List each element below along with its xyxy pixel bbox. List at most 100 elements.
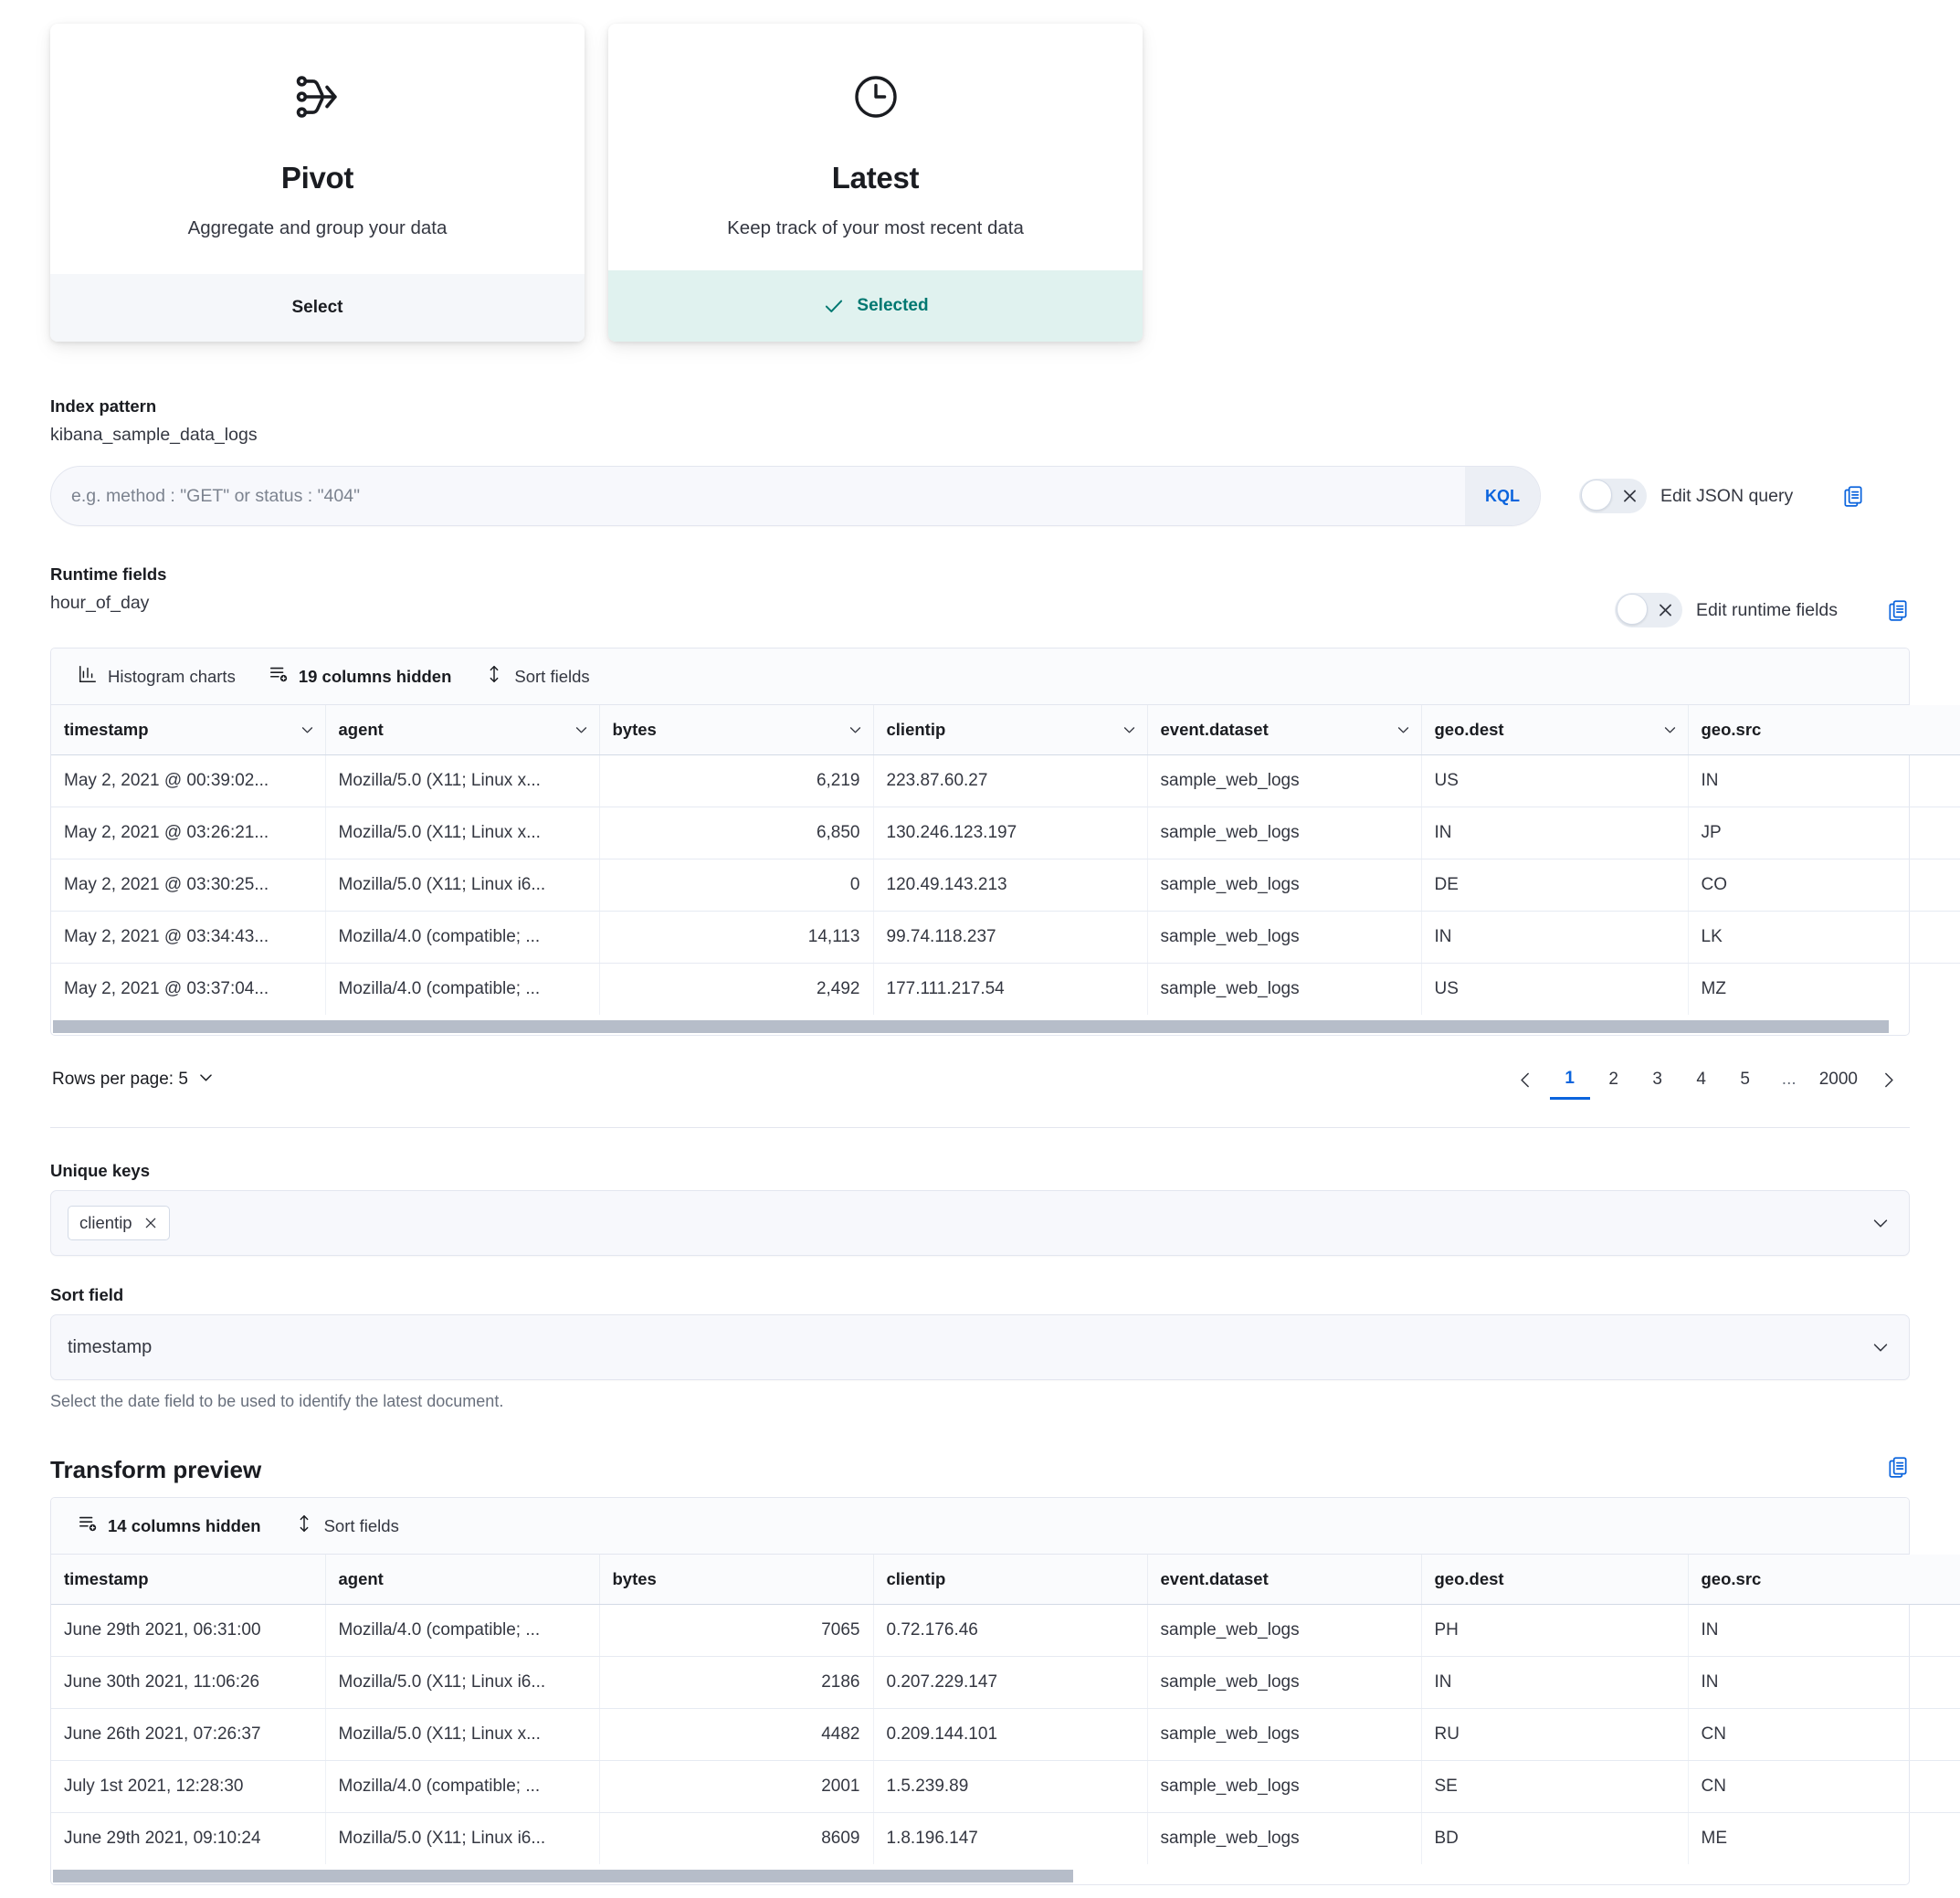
transform-preview-grid: 14 columns hidden Sort fields: [50, 1497, 1960, 1885]
preview-table-body: June 29th 2021, 06:31:00 Mozilla/4.0 (co…: [51, 1604, 1960, 1864]
page-button-2[interactable]: 2: [1608, 1070, 1618, 1089]
cell-clientip: 1.8.196.147: [873, 1812, 1148, 1864]
cell-clientip: 223.87.60.27: [873, 754, 1148, 807]
chevron-down-icon[interactable]: [848, 722, 863, 738]
cell-agent: Mozilla/4.0 (compatible; ...: [325, 1604, 600, 1657]
check-icon: [822, 294, 846, 318]
chip-label: clientip: [79, 1213, 132, 1232]
sort-field-help-text: Select the date field to be used to iden…: [50, 1392, 504, 1410]
unique-key-chip-clientip[interactable]: clientip: [68, 1206, 170, 1240]
column-header-geo-dest[interactable]: geo.dest: [1421, 705, 1689, 755]
edit-runtime-fields-switch[interactable]: [1615, 593, 1683, 627]
column-header-agent[interactable]: agent: [325, 1555, 600, 1605]
unique-keys-section: Unique keys clientip: [0, 1161, 1960, 1256]
cell-timestamp: May 2, 2021 @ 03:37:04...: [51, 963, 326, 1015]
cell-geo-dest: IN: [1421, 1656, 1689, 1709]
switch-knob: [1617, 594, 1649, 625]
chevron-down-icon[interactable]: [1662, 722, 1678, 738]
next-page-button[interactable]: [1868, 1060, 1908, 1100]
query-input[interactable]: [51, 485, 1465, 507]
runtime-fields-label: Runtime fields: [50, 564, 167, 584]
cell-geo-dest: SE: [1421, 1760, 1689, 1813]
transform-type-card-pivot[interactable]: Pivot Aggregate and group your data Sele…: [50, 24, 585, 342]
cell-agent: Mozilla/5.0 (X11; Linux x...: [325, 1708, 600, 1761]
copy-icon[interactable]: [1886, 1455, 1910, 1484]
column-header-timestamp[interactable]: timestamp: [51, 1555, 326, 1605]
cell-agent: Mozilla/5.0 (X11; Linux i6...: [325, 859, 600, 912]
column-header-bytes[interactable]: bytes: [599, 705, 874, 755]
column-label: event.dataset: [1160, 720, 1269, 739]
kql-search-bar[interactable]: KQL: [50, 466, 1541, 526]
transform-type-card-latest[interactable]: Latest Keep track of your most recent da…: [608, 24, 1143, 342]
copy-icon[interactable]: [1841, 484, 1865, 508]
chevron-down-icon[interactable]: [1870, 1337, 1891, 1357]
column-header-geo-src[interactable]: geo.src: [1688, 1555, 1960, 1605]
page-button-3[interactable]: 3: [1652, 1070, 1662, 1089]
column-header-event-dataset[interactable]: event.dataset: [1147, 1555, 1422, 1605]
scrollbar-thumb[interactable]: [53, 1020, 1889, 1033]
cell-event-dataset: sample_web_logs: [1147, 963, 1422, 1015]
source-grid-pagination: Rows per page: 5 1 2 3 4 5 ... 2000: [50, 1036, 1910, 1127]
histogram-charts-button[interactable]: Histogram charts: [66, 658, 248, 695]
table-row: June 26th 2021, 07:26:37 Mozilla/5.0 (X1…: [51, 1708, 1960, 1761]
close-icon: [1657, 602, 1674, 619]
cell-agent: Mozilla/4.0 (compatible; ...: [325, 1760, 600, 1813]
column-header-agent[interactable]: agent: [325, 705, 600, 755]
cell-clientip: 99.74.118.237: [873, 911, 1148, 964]
select-latest-button[interactable]: Selected: [608, 270, 1143, 342]
previous-page-button[interactable]: [1506, 1060, 1546, 1100]
table-row: May 2, 2021 @ 03:26:21... Mozilla/5.0 (X…: [51, 807, 1960, 859]
sort-field-select[interactable]: timestamp: [50, 1314, 1910, 1380]
cell-timestamp: May 2, 2021 @ 00:39:02...: [51, 754, 326, 807]
page-button-2000[interactable]: 2000: [1818, 1070, 1858, 1089]
column-label: geo.dest: [1434, 1569, 1504, 1588]
cell-geo-src: ME: [1688, 1812, 1960, 1864]
close-icon: [1621, 488, 1639, 505]
table-row: May 2, 2021 @ 03:37:04... Mozilla/4.0 (c…: [51, 963, 1960, 1015]
page-ellipsis: ...: [1781, 1070, 1797, 1089]
page-button-1[interactable]: 1: [1549, 1060, 1590, 1100]
cell-clientip: 0.72.176.46: [873, 1604, 1148, 1657]
column-header-timestamp[interactable]: timestamp: [51, 705, 326, 755]
chevron-down-icon[interactable]: [1396, 722, 1411, 738]
cell-geo-dest: IN: [1421, 911, 1689, 964]
chevron-down-icon[interactable]: [1870, 1213, 1891, 1233]
column-header-event-dataset[interactable]: event.dataset: [1147, 705, 1422, 755]
select-pivot-button[interactable]: Select: [50, 274, 585, 342]
select-latest-label: Selected: [857, 296, 929, 315]
copy-icon[interactable]: [1886, 598, 1910, 622]
column-header-geo-dest[interactable]: geo.dest: [1421, 1555, 1689, 1605]
scrollbar-thumb[interactable]: [53, 1870, 1073, 1882]
chevron-down-icon[interactable]: [574, 722, 589, 738]
sort-fields-button[interactable]: Sort fields: [472, 658, 601, 695]
sort-field-section: Sort field timestamp Select the date fie…: [0, 1285, 1960, 1411]
horizontal-scrollbar[interactable]: [51, 1015, 1909, 1035]
page-button-4[interactable]: 4: [1696, 1070, 1706, 1089]
preview-table: timestamp agent bytes clientip event.dat…: [51, 1555, 1960, 1864]
histogram-charts-label: Histogram charts: [108, 666, 236, 686]
column-header-bytes[interactable]: bytes: [599, 1555, 874, 1605]
card-body: Pivot Aggregate and group your data: [50, 24, 585, 274]
unique-keys-combobox[interactable]: clientip: [50, 1190, 1910, 1256]
column-header-clientip[interactable]: clientip: [873, 705, 1148, 755]
chevron-down-icon[interactable]: [300, 722, 315, 738]
chevron-down-icon[interactable]: [1122, 722, 1137, 738]
rows-per-page-button[interactable]: Rows per page: 5: [52, 1069, 215, 1091]
page-button-5[interactable]: 5: [1740, 1070, 1750, 1089]
sort-fields-button[interactable]: Sort fields: [282, 1507, 411, 1545]
cell-geo-src: IN: [1688, 1604, 1960, 1657]
columns-hidden-button[interactable]: 14 columns hidden: [66, 1507, 273, 1545]
column-header-clientip[interactable]: clientip: [873, 1555, 1148, 1605]
unique-keys-label: Unique keys: [50, 1161, 150, 1180]
switch-knob: [1581, 480, 1612, 511]
kql-language-badge[interactable]: KQL: [1465, 467, 1540, 525]
cell-timestamp: June 29th 2021, 09:10:24: [51, 1812, 326, 1864]
cell-timestamp: June 29th 2021, 06:31:00: [51, 1604, 326, 1657]
columns-hidden-button[interactable]: 19 columns hidden: [257, 658, 464, 695]
edit-json-query-switch[interactable]: [1579, 479, 1647, 513]
transform-type-cards: Pivot Aggregate and group your data Sele…: [0, 24, 1960, 342]
horizontal-scrollbar[interactable]: [51, 1864, 1909, 1884]
close-icon[interactable]: [143, 1216, 158, 1230]
column-header-geo-src[interactable]: geo.src: [1688, 705, 1960, 755]
